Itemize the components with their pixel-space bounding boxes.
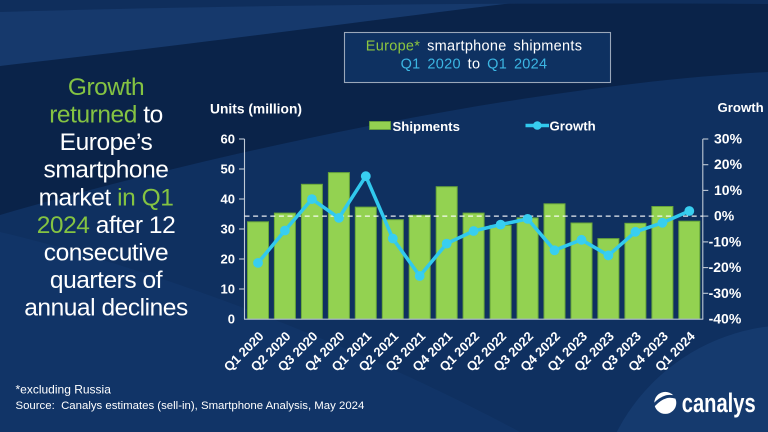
svg-text:30%: 30% xyxy=(714,131,743,147)
svg-text:-10%: -10% xyxy=(709,233,742,249)
svg-text:Europe’s: Europe’s xyxy=(60,129,153,156)
svg-text:30: 30 xyxy=(221,222,235,237)
svg-text:0%: 0% xyxy=(714,208,735,224)
svg-text:Source: Canalys estimates (se: Source: Canalys estimates (sell-in), Sma… xyxy=(16,400,365,412)
svg-text:annual declines: annual declines xyxy=(24,295,188,322)
svg-text:10: 10 xyxy=(221,282,235,297)
svg-text:20: 20 xyxy=(221,252,235,267)
svg-text:Growth: Growth xyxy=(550,119,596,134)
svg-text:Growth: Growth xyxy=(718,100,764,115)
svg-text:2024 after 12: 2024 after 12 xyxy=(37,212,176,239)
svg-text:quarters of: quarters of xyxy=(50,267,163,294)
svg-text:-30%: -30% xyxy=(709,285,742,301)
svg-text:Growth: Growth xyxy=(68,74,144,101)
svg-text:canalys: canalys xyxy=(682,388,756,417)
svg-text:smartphone: smartphone xyxy=(44,157,169,184)
svg-text:10%: 10% xyxy=(714,182,743,198)
svg-text:50: 50 xyxy=(221,162,235,177)
svg-text:consecutive: consecutive xyxy=(44,240,168,267)
svg-text:20%: 20% xyxy=(714,156,743,172)
svg-text:Europe* smartphone shipments: Europe* smartphone shipments xyxy=(366,39,583,55)
svg-text:-20%: -20% xyxy=(709,259,742,275)
svg-text:returned to: returned to xyxy=(49,102,163,129)
svg-text:market in Q1: market in Q1 xyxy=(39,184,174,211)
svg-text:Q1 2020 to Q1 2024: Q1 2020 to Q1 2024 xyxy=(401,57,548,73)
svg-text:0: 0 xyxy=(228,312,235,327)
svg-text:40: 40 xyxy=(221,192,235,207)
svg-text:Units (million): Units (million) xyxy=(210,102,302,117)
svg-text:*excluding Russia: *excluding Russia xyxy=(16,383,112,397)
svg-text:60: 60 xyxy=(221,132,235,147)
svg-text:Shipments: Shipments xyxy=(393,119,460,134)
svg-text:-40%: -40% xyxy=(709,311,742,327)
